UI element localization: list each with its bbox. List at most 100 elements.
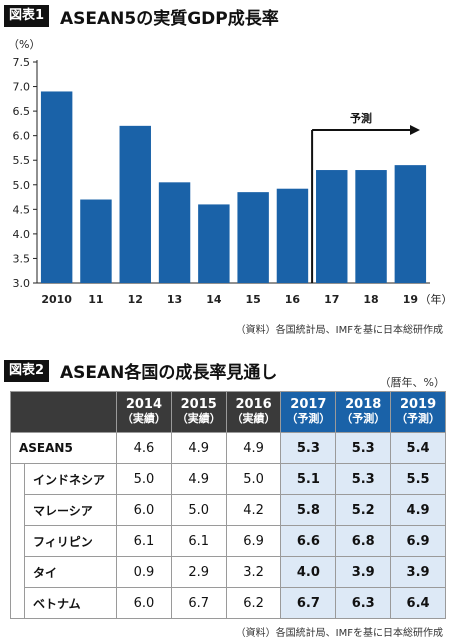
bar-16 (276, 188, 309, 283)
value-cell: 6.9 (390, 525, 446, 557)
y-tick-label: 4.5 (13, 203, 31, 216)
indent-cell (10, 525, 25, 557)
value-cell: 6.1 (170, 525, 227, 557)
column-header-2014: 2014 （実績） (116, 391, 172, 433)
bar-2010 (40, 91, 73, 283)
column-note: （予測） (396, 412, 441, 425)
y-tick-label: 3.5 (13, 252, 31, 265)
value-cell: 6.4 (390, 587, 446, 619)
value-cell: 3.9 (390, 556, 446, 588)
bar-14 (198, 204, 230, 283)
table-unit-note: （暦年、%） (379, 376, 445, 389)
row-label: マレーシア (24, 494, 117, 526)
value-cell: 6.0 (116, 587, 172, 619)
table-header-row: 2014 （実績） 2015 （実績） 2016 （実績） 2017 （予測） 2018 （予測）… (10, 391, 446, 433)
value-cell: 5.0 (116, 463, 172, 495)
value-cell: 5.3 (335, 463, 392, 495)
column-year: 2019 (399, 397, 437, 412)
y-tick-label: 7.0 (13, 81, 31, 94)
value-cell: 6.7 (280, 587, 337, 619)
bar-11 (80, 199, 112, 283)
column-note: （実績） (231, 412, 276, 425)
column-year: 2015 (180, 397, 217, 412)
column-note: （実績） (121, 412, 166, 425)
value-cell: 4.9 (170, 432, 227, 464)
growth-forecast-table: 2014 （実績） 2015 （実績） 2016 （実績） 2017 （予測） 2018 （予測）… (10, 391, 446, 619)
value-cell: 4.2 (225, 494, 282, 526)
value-cell: 4.9 (170, 463, 227, 495)
bar-15 (237, 192, 269, 283)
column-year: 2014 (125, 397, 162, 412)
value-cell: 5.8 (280, 494, 337, 526)
x-tick-label: 16 (285, 293, 301, 306)
value-cell: 5.1 (280, 463, 337, 495)
x-axis-unit-label: （年） (420, 292, 453, 306)
figure1-source-note: （資料）各国統計局、IMFを基に日本総研作成 (235, 325, 443, 336)
value-cell: 6.0 (116, 494, 172, 526)
indent-cell (10, 494, 25, 526)
value-cell: 5.3 (280, 432, 337, 464)
figure1-title: ASEAN5の実質GDP成長率 (60, 9, 279, 29)
value-cell: 6.8 (335, 525, 392, 557)
gdp-bar-chart: （%） 3.0 3.5 4.0 4.5 5.0 5.5 6.0 6.5 7.0 7.5 2010 11 1… (8, 38, 453, 306)
row-label: フィリピン (24, 525, 117, 557)
row-label: ベトナム (24, 587, 117, 619)
column-year: 2016 (235, 397, 272, 412)
table-row: タイ 0.9 2.9 3.2 4.0 3.9 3.9 (10, 556, 446, 588)
value-cell: 5.0 (225, 463, 282, 495)
forecast-annotation: 予測 (350, 111, 372, 125)
x-tick-label: 15 (245, 293, 260, 306)
column-header-2016: 2016 （実績） (225, 391, 282, 433)
row-label: ASEAN5 (10, 432, 117, 464)
value-cell: 5.5 (390, 463, 446, 495)
column-note: （予測） (341, 412, 386, 425)
column-note: （実績） (176, 412, 221, 425)
table-row: マレーシア 6.0 5.0 4.2 5.8 5.2 4.9 (10, 494, 446, 526)
figure2-badge: 図表2 (4, 360, 50, 382)
column-header-2018: 2018 （予測） (335, 391, 392, 433)
value-cell: 6.3 (335, 587, 392, 619)
table-row: フィリピン 6.1 6.1 6.9 6.6 6.8 6.9 (10, 525, 446, 557)
bar-19 (394, 165, 427, 283)
row-label: インドネシア (24, 463, 117, 495)
row-label: タイ (24, 556, 117, 588)
column-year: 2018 (345, 397, 382, 412)
forecast-arrow-head-icon (410, 125, 420, 135)
figure1-header: 図表1 ASEAN5の実質GDP成長率 (0, 0, 457, 30)
column-header-2017: 2017 （予測） (280, 391, 337, 433)
indent-cell (10, 587, 25, 619)
x-tick-label: 19 (403, 293, 418, 306)
value-cell: 6.7 (170, 587, 227, 619)
value-cell: 5.4 (390, 432, 446, 464)
indent-cell (10, 463, 25, 495)
value-cell: 4.0 (280, 556, 337, 588)
y-tick-label: 7.5 (13, 56, 31, 69)
y-tick-label: 6.0 (13, 130, 31, 143)
figure2-source-note: （資料）各国統計局、IMFを基に日本総研作成 (235, 628, 443, 639)
bar-18 (355, 170, 387, 283)
bar-13 (158, 182, 191, 283)
y-tick-label: 5.0 (13, 179, 31, 192)
x-tick-label: 17 (324, 293, 339, 306)
value-cell: 3.2 (225, 556, 282, 588)
x-tick-label: 11 (88, 293, 103, 306)
y-tick-label: 5.5 (13, 154, 31, 167)
table-row: ASEAN5 4.6 4.9 4.9 5.3 5.3 5.4 (10, 432, 446, 464)
figure2-title: ASEAN各国の成長率見通し (60, 363, 278, 383)
column-note: （予測） (286, 412, 331, 425)
value-cell: 6.1 (116, 525, 172, 557)
value-cell: 6.6 (280, 525, 337, 557)
value-cell: 5.3 (335, 432, 392, 464)
y-axis-unit-label: （%） (8, 38, 40, 51)
y-tick-label: 3.0 (13, 277, 31, 290)
value-cell: 0.9 (116, 556, 172, 588)
column-header-2015: 2015 （実績） (170, 391, 227, 433)
value-cell: 5.0 (170, 494, 227, 526)
x-tick-label: 12 (128, 293, 143, 306)
figure1-badge: 図表1 (4, 5, 50, 27)
value-cell: 6.2 (225, 587, 282, 619)
y-tick-label: 6.5 (13, 105, 31, 118)
column-header-2019: 2019 （予測） (390, 391, 446, 433)
x-tick-label: 13 (167, 293, 182, 306)
x-tick-label: 18 (363, 293, 378, 306)
